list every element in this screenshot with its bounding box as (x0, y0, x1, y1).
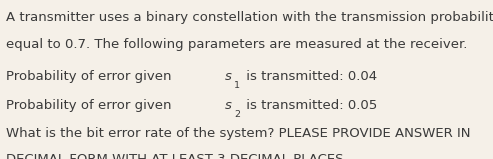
Text: 2: 2 (234, 110, 240, 119)
Text: Probability of error given: Probability of error given (6, 70, 176, 83)
Text: What is the bit error rate of the system? PLEASE PROVIDE ANSWER IN: What is the bit error rate of the system… (6, 127, 470, 140)
Text: is transmitted: 0.05: is transmitted: 0.05 (242, 99, 377, 112)
Text: A transmitter uses a binary constellation with the transmission probability of: A transmitter uses a binary constellatio… (6, 11, 493, 24)
Text: is transmitted: 0.04: is transmitted: 0.04 (242, 70, 377, 83)
Text: s: s (225, 70, 232, 83)
Text: Probability of error given: Probability of error given (6, 99, 176, 112)
Text: equal to 0.7. The following parameters are measured at the receiver.: equal to 0.7. The following parameters a… (6, 38, 467, 51)
Text: DECIMAL FORM WITH AT LEAST 3 DECIMAL PLACES.: DECIMAL FORM WITH AT LEAST 3 DECIMAL PLA… (6, 153, 348, 159)
Text: s: s (225, 99, 232, 112)
Text: 1: 1 (234, 81, 240, 90)
